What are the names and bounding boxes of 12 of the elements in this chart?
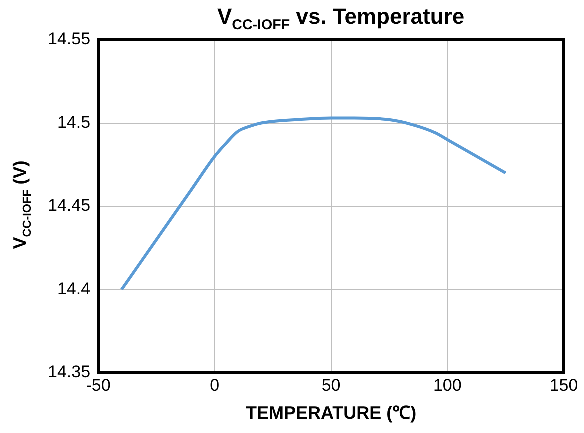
x-tick-label: 150 <box>550 376 578 395</box>
x-axis-title: TEMPERATURE (℃) <box>246 403 417 424</box>
y-tick-label: 14.4 <box>57 279 91 298</box>
line-series <box>120 116 508 292</box>
x-tick-label: 0 <box>210 376 220 395</box>
chart-title: V$_{CC-IOFF}$ vs. Temperature <box>216 4 466 34</box>
y-tick-label: 14.5 <box>57 112 91 132</box>
y-tick-label: 14.45 <box>48 196 91 216</box>
x-tick-label: 100 <box>433 376 462 395</box>
x-tick-label: 50 <box>322 376 341 395</box>
y-tick-label: 14.35 <box>48 362 91 382</box>
y-tick-label: 14.55 <box>48 30 91 49</box>
